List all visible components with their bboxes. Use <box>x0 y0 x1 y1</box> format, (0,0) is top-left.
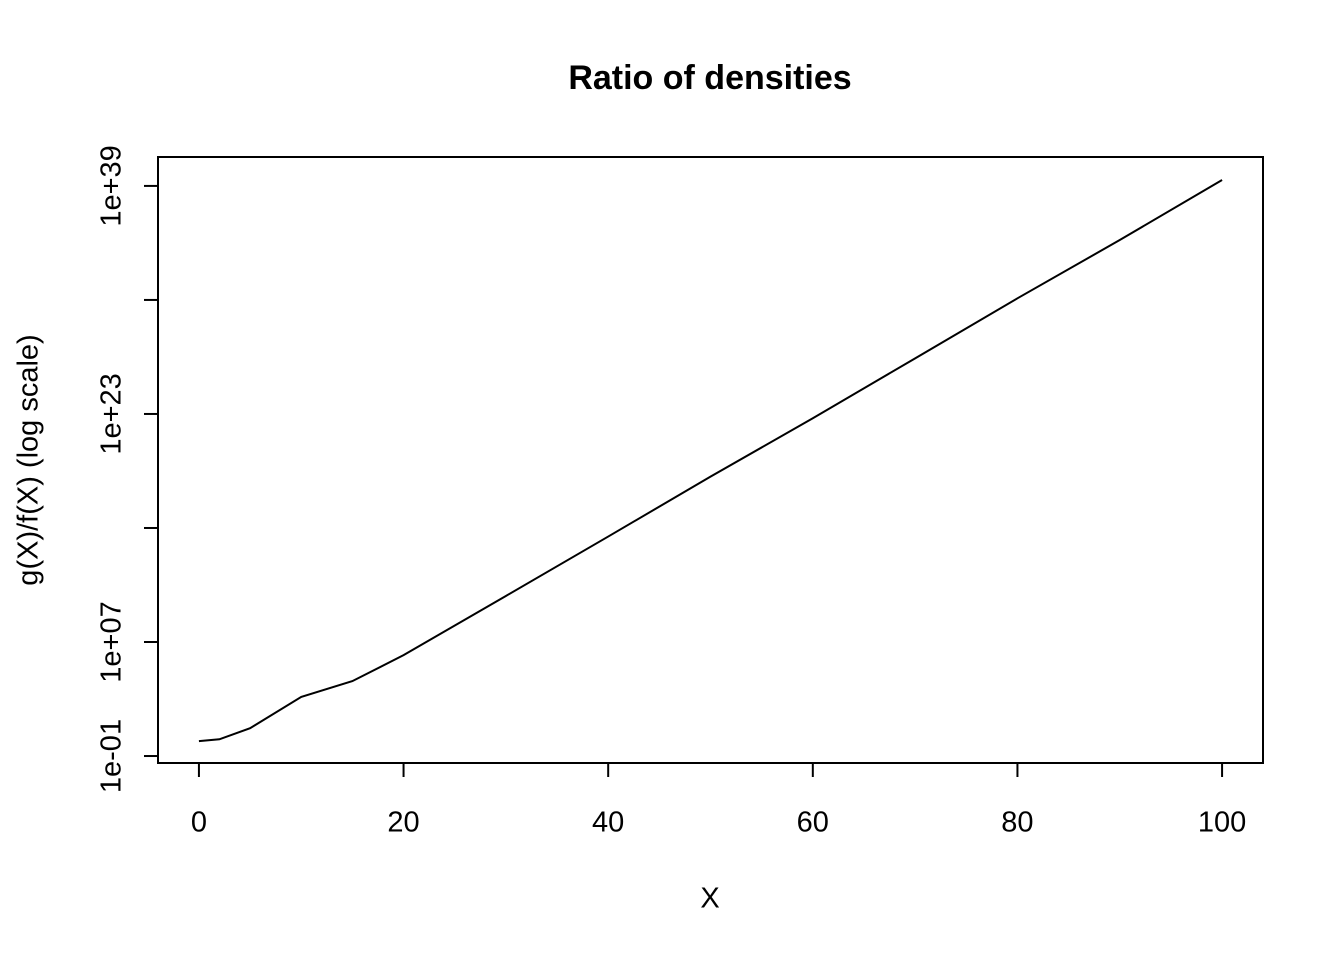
y-tick-label: 1e+39 <box>96 145 128 226</box>
x-tick-label: 0 <box>191 807 207 839</box>
x-tick-label: 20 <box>387 807 419 839</box>
x-axis-label: X <box>700 883 719 915</box>
x-tick-label: 60 <box>797 807 829 839</box>
chart-title: Ratio of densities <box>568 59 851 97</box>
plot-frame <box>157 156 1264 764</box>
x-tick-label: 100 <box>1198 807 1246 839</box>
y-axis-label: g(X)/f(X) (log scale) <box>13 334 45 585</box>
x-tick-label: 40 <box>592 807 624 839</box>
x-tick-label: 80 <box>1001 807 1033 839</box>
data-line <box>198 179 1223 743</box>
y-tick-label: 1e+07 <box>96 601 128 682</box>
y-tick-label: 1e+23 <box>96 373 128 454</box>
y-tick-label: 1e-01 <box>96 719 128 793</box>
